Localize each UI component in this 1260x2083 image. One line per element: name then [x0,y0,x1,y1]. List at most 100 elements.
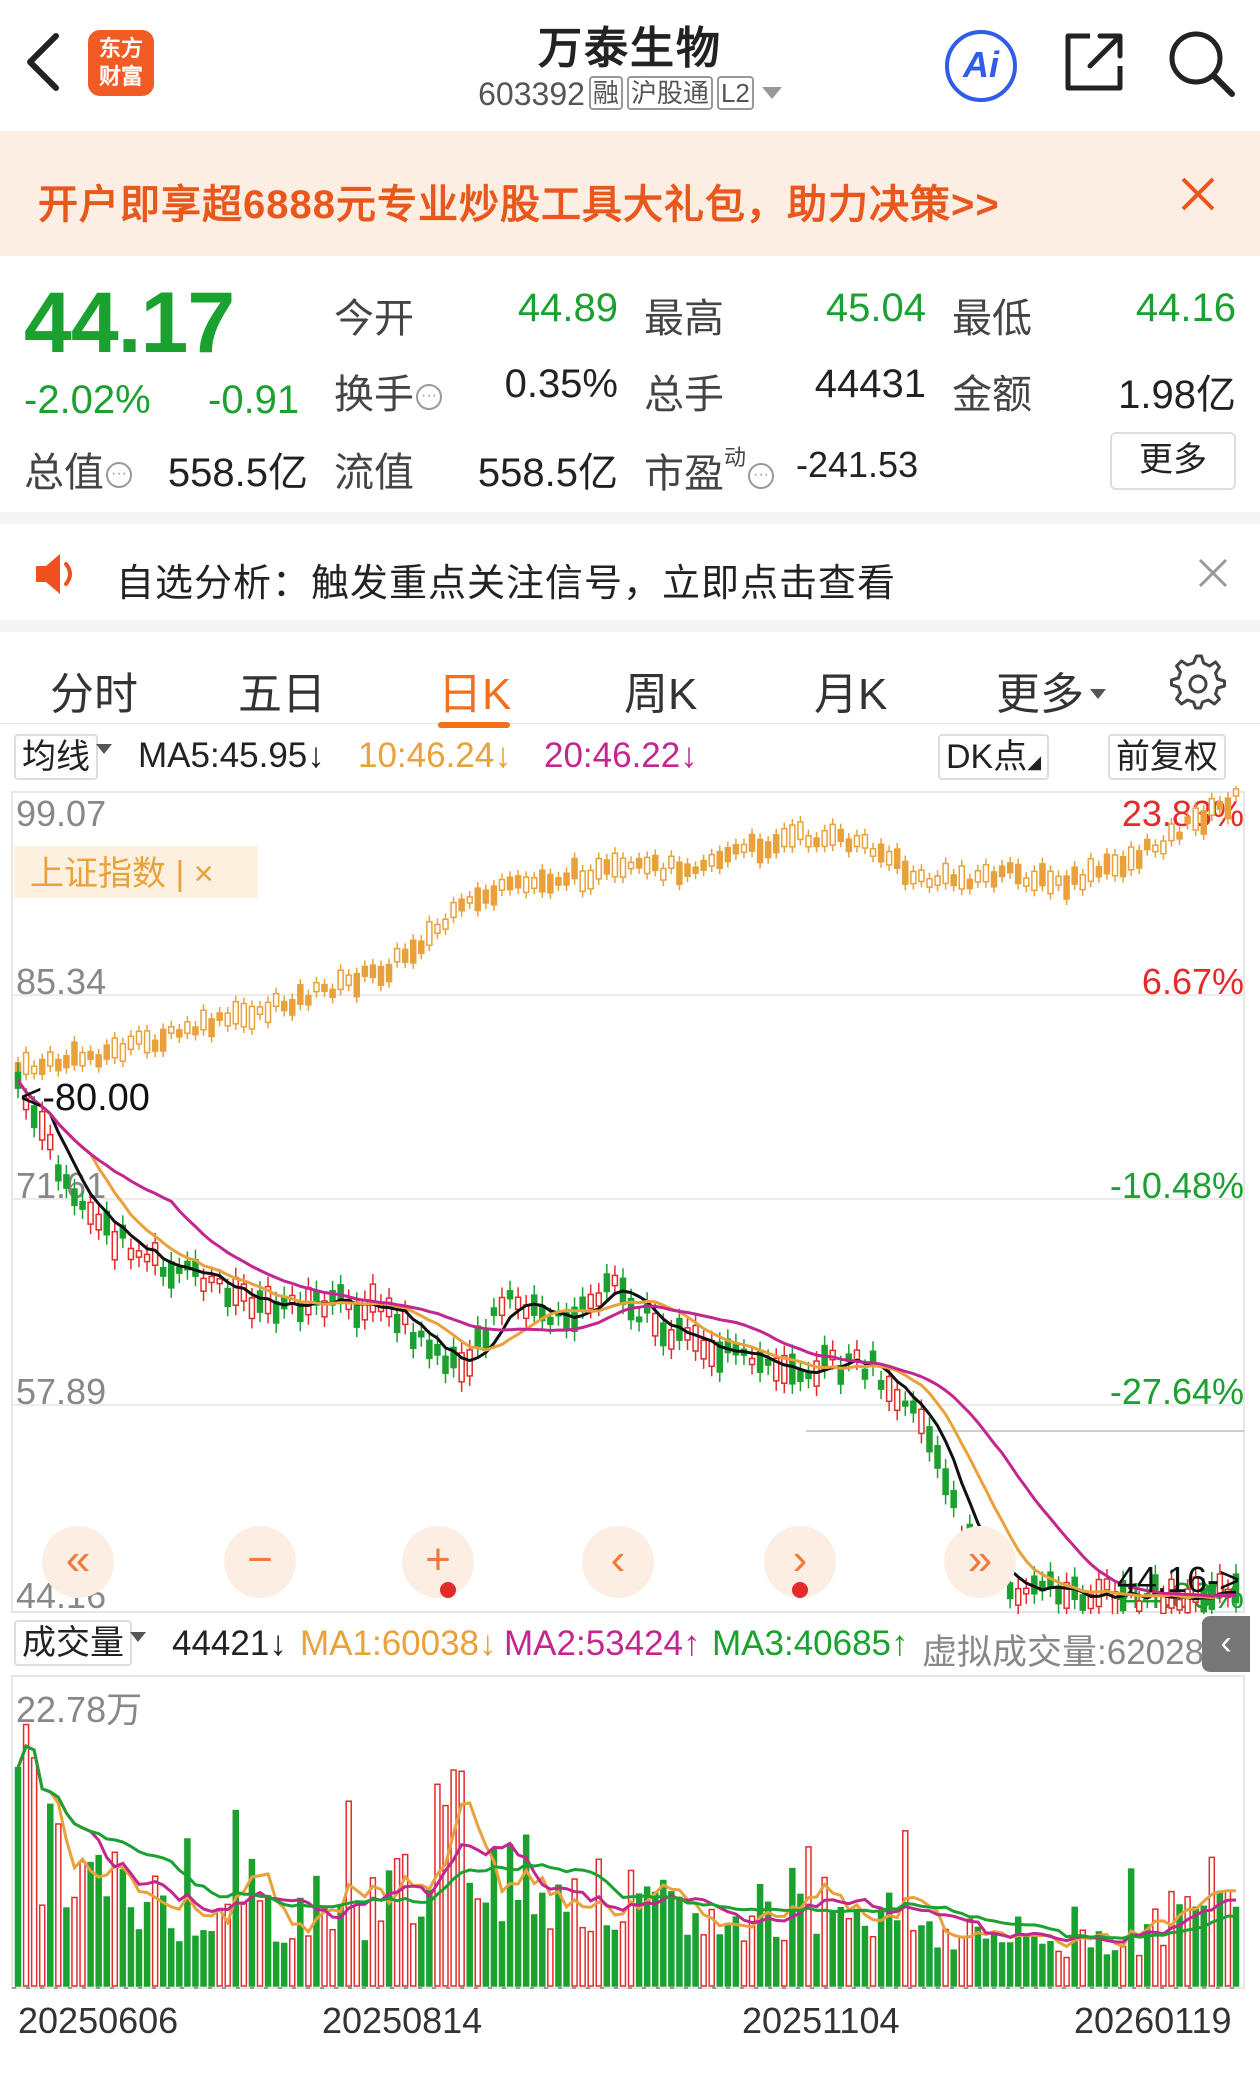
volume-bar [38,1904,46,1987]
index-candle [369,964,377,979]
back-arrow-icon[interactable] [22,30,66,94]
stock-candle [224,1287,231,1308]
stock-candle [829,1349,836,1361]
volume-bar [168,1928,175,1987]
tab-five-day[interactable]: 五日 [238,670,326,719]
adjust-selector[interactable]: 前复权 [1108,734,1226,780]
promo-banner[interactable]: 开户即享超6888元专业炒股工具大礼包，助力决策>> [0,132,1260,256]
volume-bar [635,1893,643,1987]
info-icon[interactable]: ··· [748,463,775,489]
close-icon[interactable] [1198,558,1228,588]
analysis-alert[interactable]: 自选分析：触发重点关注信号，立即点击查看 [0,512,1260,620]
volume-bar [95,1854,102,1987]
index-candle [127,1035,135,1051]
volume-bar [1071,1906,1078,1987]
index-candle [256,1006,264,1016]
index-candle [47,1051,54,1067]
index-candle [224,1012,231,1027]
stock-candle [781,1354,788,1384]
index-candle [506,876,514,891]
zoom-in-button[interactable]: + [402,1526,474,1598]
zoom-out-button[interactable]: − [224,1526,296,1598]
volume-bar [684,1934,691,1987]
index-candle [982,863,990,883]
stock-candle [30,1105,38,1129]
step-left-button[interactable]: ‹ [582,1526,654,1598]
volume-selector[interactable]: 成交量 [14,1620,146,1666]
index-candle [168,1025,175,1034]
index-candle [1168,823,1175,842]
share-icon[interactable] [1062,30,1126,94]
volume-bar [280,1942,288,1987]
index-candle [595,857,603,880]
index-candle [458,898,465,912]
index-candle [474,887,482,912]
gear-icon[interactable] [1170,654,1226,710]
index-candle [1232,788,1240,797]
index-candle [434,923,441,935]
tab-intraday[interactable]: 分时 [50,670,138,719]
vol-ma1-value: MA1:60038↓ [300,1624,497,1663]
volume-bar [805,1846,812,1987]
tab-more[interactable]: 更多 [996,658,1106,722]
index-overlay-label[interactable]: 上证指数 | × [30,855,214,893]
promo-text[interactable]: 开户即享超6888元专业炒股工具大礼包，助力决策>> [38,183,1000,227]
stock-candle [716,1341,724,1373]
index-candle [1135,849,1143,869]
alert-text[interactable]: 自选分析：触发重点关注信号，立即点击查看 [116,563,897,605]
more-quote-button[interactable]: 更多 [1110,432,1236,490]
chevron-down-icon [1090,689,1106,699]
price-frame [11,791,1245,1613]
dk-point-button[interactable]: DK点◢ [938,734,1050,780]
close-icon[interactable] [1180,176,1216,212]
mktcap-label[interactable]: 总值 ··· [24,440,132,498]
volume-bar [869,1935,877,1987]
volume-bar [216,1908,223,1987]
stock-candle [1232,1573,1240,1604]
index-candle [1039,863,1046,887]
info-icon[interactable]: ··· [416,384,442,410]
ai-assistant-button[interactable]: Ai [945,30,1017,102]
indicator-selector[interactable]: 均线 [14,734,112,780]
index-candle [514,875,522,889]
stock-code: 603392 [478,76,585,112]
speaker-icon [36,554,72,594]
kline-chart[interactable]: 99.07 85.34 71.61 57.89 44.16 23.83% 6.6… [0,782,1260,2083]
vol-ma2-value: MA2:53424↑ [504,1624,701,1663]
stock-code-row[interactable]: 603392 融沪股通 L2 [0,76,1260,113]
index-candle [264,1001,272,1024]
stock-candle [393,1313,401,1334]
stock-candle [514,1296,522,1311]
scroll-right-fast-button[interactable]: » [944,1526,1016,1598]
index-candle [643,856,651,875]
volume-bar [821,1876,828,1987]
volume-bar [256,1900,264,1987]
turnover-label[interactable]: 换手 ··· [334,362,442,420]
tab-daily-k[interactable]: 日K [438,670,512,719]
app-header: 东方 财富 万泰生物 603392 融沪股通 L2 Ai [0,0,1260,132]
volume-bar [563,1911,570,1987]
index-candle [837,828,845,842]
kline-svg[interactable]: 99.07 85.34 71.61 57.89 44.16 23.83% 6.6… [0,782,1260,2083]
volume-bar [426,1889,433,1987]
index-candle [361,965,369,977]
stock-candle [708,1339,715,1368]
stock-candle [934,1445,941,1469]
index-candle [966,878,974,890]
volume-bar [409,1923,417,1987]
pe-label[interactable]: 市盈动··· [644,440,775,499]
tab-monthly-k[interactable]: 月K [814,670,888,719]
index-candle [216,1012,223,1022]
index-overlay-badge[interactable] [14,846,258,898]
stock-candle [498,1296,506,1316]
volume-bar [71,1896,78,1987]
collapse-panel-button[interactable]: ‹ [1202,1616,1250,1672]
search-icon[interactable] [1166,28,1236,98]
scroll-left-fast-button[interactable]: « [42,1526,114,1598]
change-percent: -2.02% [24,378,151,422]
index-candle [829,823,836,846]
tab-weekly-k[interactable]: 周K [624,670,698,719]
volume-bar [756,1883,764,1987]
info-icon[interactable]: ··· [106,462,132,488]
volume-bar [627,1869,635,1987]
